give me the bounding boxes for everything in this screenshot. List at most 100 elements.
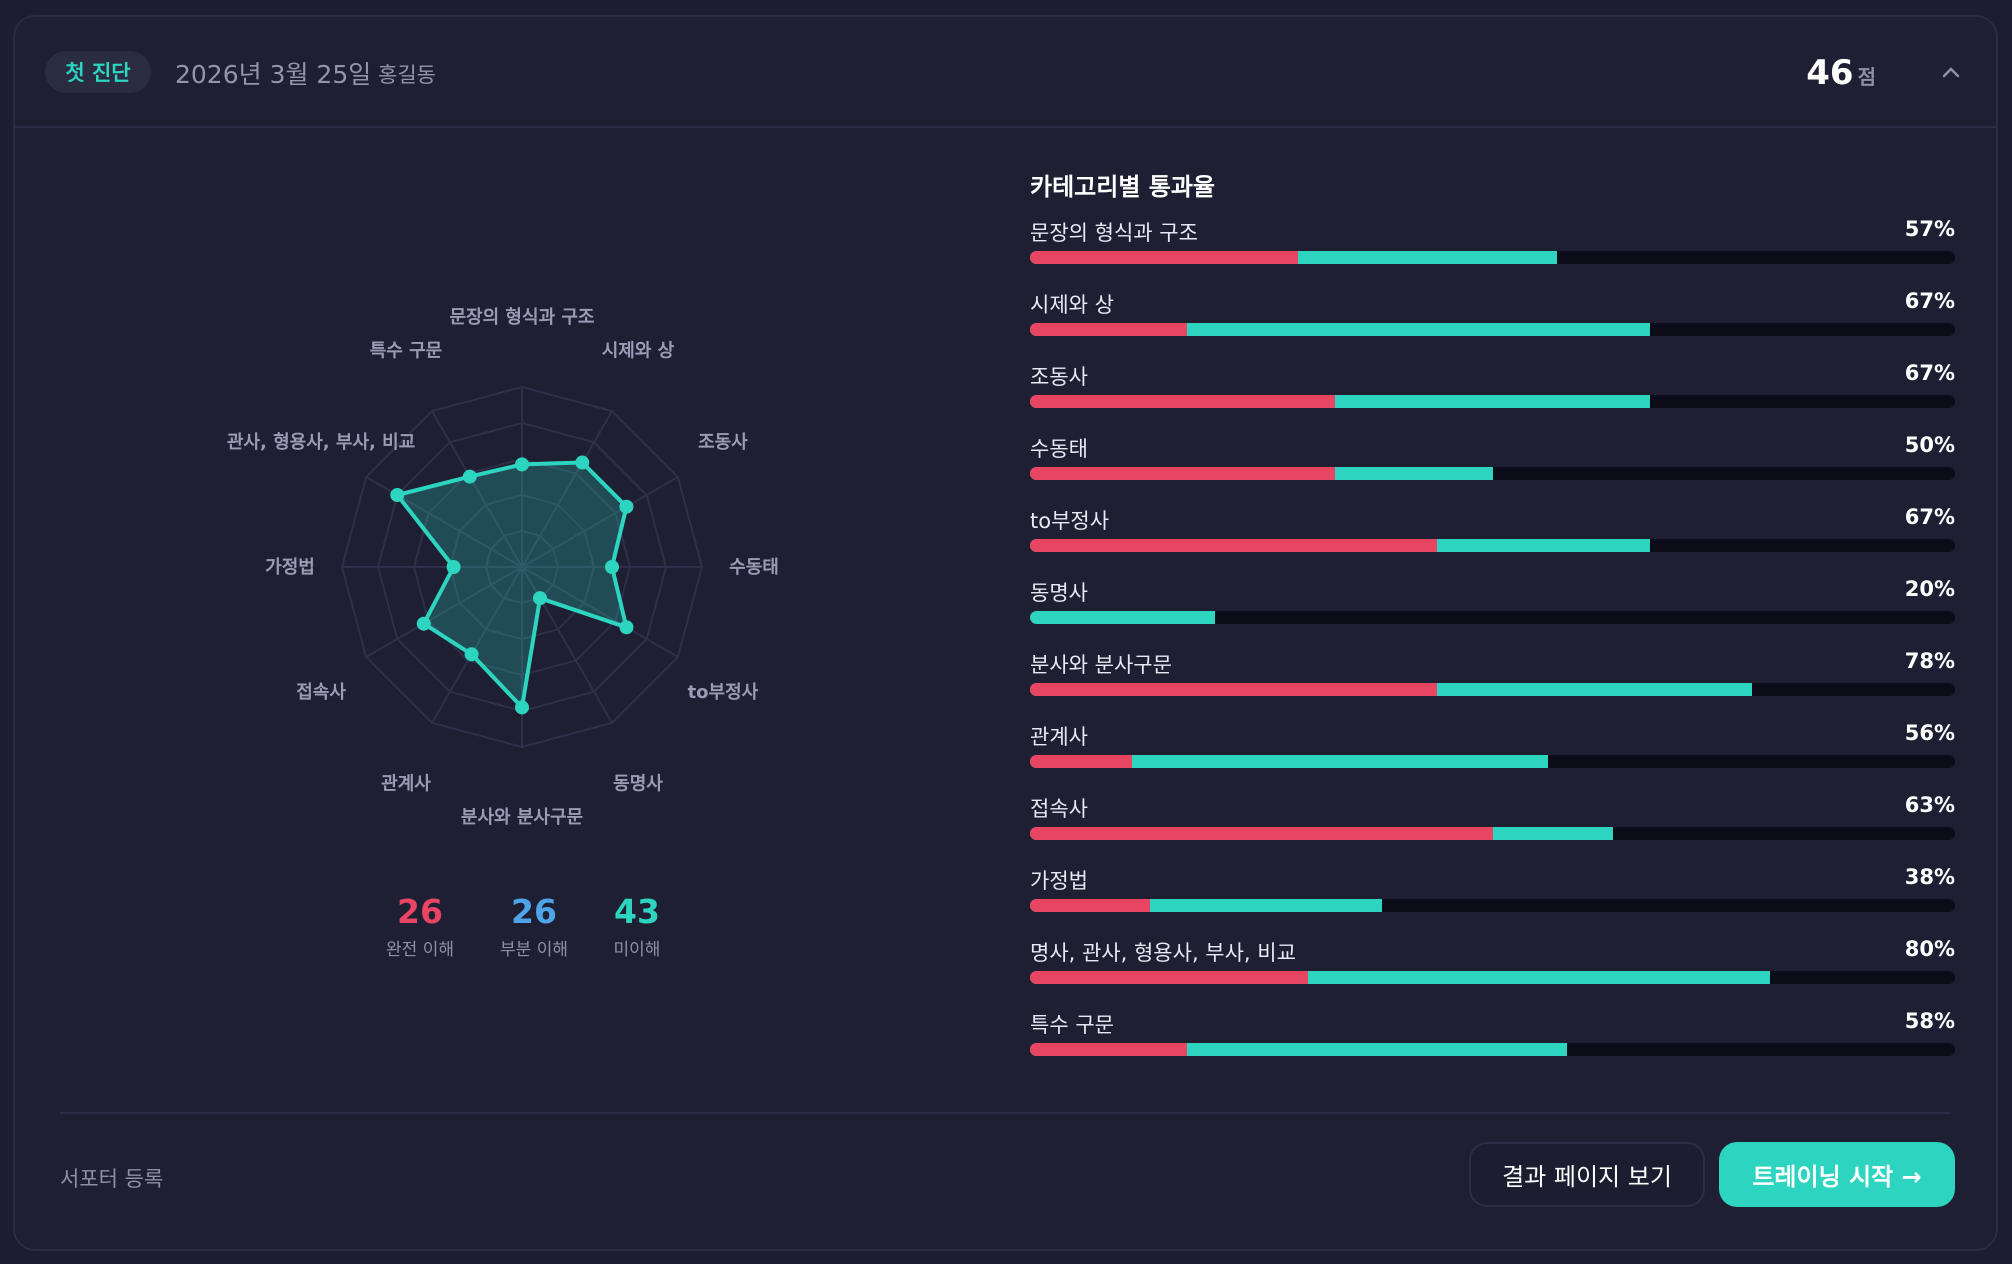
stat-none: 43 미이해: [577, 892, 697, 960]
bar-value-label: 56%: [1904, 721, 1955, 745]
bar-track: [1030, 395, 1955, 408]
bar-row: to부정사 67%: [1030, 505, 1955, 577]
bar-red-segment: [1030, 899, 1151, 912]
bar-value-label: 58%: [1904, 1009, 1955, 1033]
bar-red-segment: [1030, 323, 1188, 336]
radar-axis-label: 문장의 형식과 구조: [449, 307, 594, 328]
bar-row: 관계사 56%: [1030, 721, 1955, 793]
stat-value: 26: [397, 892, 443, 931]
bar-row: 명사, 관사, 형용사, 부사, 비교 80%: [1030, 937, 1955, 1009]
bar-label: 동명사: [1030, 581, 1088, 605]
stat-partial: 26 부분 이해: [474, 892, 594, 960]
radar-data-point: [575, 455, 590, 470]
radar-data-point: [533, 591, 547, 606]
radar-axis-label: 조동사: [698, 432, 748, 453]
score-unit: 점: [1857, 65, 1876, 89]
diagnosis-badge: 첫 진단: [45, 51, 151, 93]
divider: [60, 1112, 1951, 1114]
bar-track: [1030, 1043, 1955, 1056]
radar-data-area: [395, 460, 629, 710]
bar-label: 명사, 관사, 형용사, 부사, 비교: [1030, 941, 1296, 965]
bar-value-label: 63%: [1904, 793, 1955, 817]
score-value: 46: [1806, 53, 1854, 93]
radar-axis-label: 접속사: [296, 682, 346, 703]
stat-label: 부분 이해: [500, 940, 568, 960]
bar-red-segment: [1030, 1043, 1188, 1056]
radar-axis-label: 관사, 형용사, 부사, 비교: [227, 432, 415, 453]
radar-axis-label: 특수 구문: [370, 340, 443, 361]
section-title: 카테고리별 통과율: [1030, 173, 1215, 201]
bar-value-label: 78%: [1904, 649, 1955, 673]
bar-track: [1030, 539, 1955, 552]
radar-data-point: [515, 700, 529, 715]
bar-value-label: 38%: [1904, 865, 1955, 889]
bar-track: [1030, 683, 1955, 696]
radar-axis: [365, 566, 523, 658]
bar-row: 문장의 형식과 구조 57%: [1030, 217, 1955, 289]
bar-row: 동명사 20%: [1030, 577, 1955, 649]
supporter-register-link[interactable]: 서포터 등록: [60, 1167, 164, 1191]
radar-axis: [431, 566, 523, 724]
card-header[interactable]: 첫 진단 2026년 3월 25일 홍길동 46 점: [15, 17, 1996, 128]
radar-axis-label: 관계사: [381, 774, 431, 795]
radar-data-point: [462, 469, 477, 484]
bar-label: 문장의 형식과 구조: [1030, 221, 1198, 245]
bar-value-label: 67%: [1904, 361, 1955, 385]
bar-red-segment: [1030, 971, 1308, 984]
total-score: 46 점: [1806, 53, 1876, 93]
bar-label: 가정법: [1030, 869, 1088, 893]
bar-red-segment: [1030, 755, 1132, 768]
bar-teal-segment: [1030, 755, 1548, 768]
bar-track: [1030, 611, 1955, 624]
stat-value: 26: [511, 892, 557, 931]
bar-red-segment: [1030, 683, 1437, 696]
radar-data-point: [619, 499, 634, 514]
bar-row: 수동태 50%: [1030, 433, 1955, 505]
stat-label: 미이해: [613, 940, 661, 960]
start-training-button[interactable]: 트레이닝 시작 →: [1719, 1142, 1955, 1207]
radar-data-point: [605, 560, 619, 574]
stat-value: 43: [614, 892, 660, 931]
stat-full: 26 완전 이해: [360, 892, 480, 960]
bar-track: [1030, 467, 1955, 480]
bar-label: 시제와 상: [1030, 293, 1114, 317]
bar-red-segment: [1030, 251, 1299, 264]
radar-axis: [521, 476, 679, 568]
bar-label: to부정사: [1030, 509, 1110, 533]
bar-red-segment: [1030, 827, 1493, 840]
radar-axis: [431, 410, 523, 568]
radar-data-point: [446, 560, 461, 574]
bar-track: [1030, 755, 1955, 768]
bar-red-segment: [1030, 539, 1437, 552]
bar-row: 가정법 38%: [1030, 865, 1955, 937]
radar-axis: [521, 410, 613, 568]
bar-value-label: 80%: [1904, 937, 1955, 961]
bar-red-segment: [1030, 395, 1336, 408]
bar-label: 조동사: [1030, 365, 1088, 389]
bar-label: 분사와 분사구문: [1030, 653, 1172, 677]
bar-track: [1030, 251, 1955, 264]
radar-axis-label: 수동태: [729, 557, 779, 578]
bar-row: 시제와 상 67%: [1030, 289, 1955, 361]
bar-label: 특수 구문: [1030, 1013, 1114, 1037]
bar-track: [1030, 827, 1955, 840]
student-name: 홍길동: [378, 63, 436, 87]
bar-value-label: 67%: [1904, 505, 1955, 529]
radar-axis-label: to부정사: [688, 682, 759, 703]
radar-data-point: [515, 457, 529, 472]
stat-label: 완전 이해: [386, 940, 454, 960]
chevron-up-icon[interactable]: [1936, 57, 1966, 87]
bar-label: 수동태: [1030, 437, 1088, 461]
bar-track: [1030, 971, 1955, 984]
radar-data-point: [416, 616, 431, 631]
bar-track: [1030, 323, 1955, 336]
radar-data-point: [619, 620, 634, 635]
radar-axis-label: 시제와 상: [602, 340, 675, 361]
bar-value-label: 20%: [1904, 577, 1955, 601]
view-results-button[interactable]: 결과 페이지 보기: [1469, 1142, 1705, 1207]
bar-label: 접속사: [1030, 797, 1088, 821]
bar-teal-segment: [1030, 611, 1215, 624]
bar-value-label: 67%: [1904, 289, 1955, 313]
